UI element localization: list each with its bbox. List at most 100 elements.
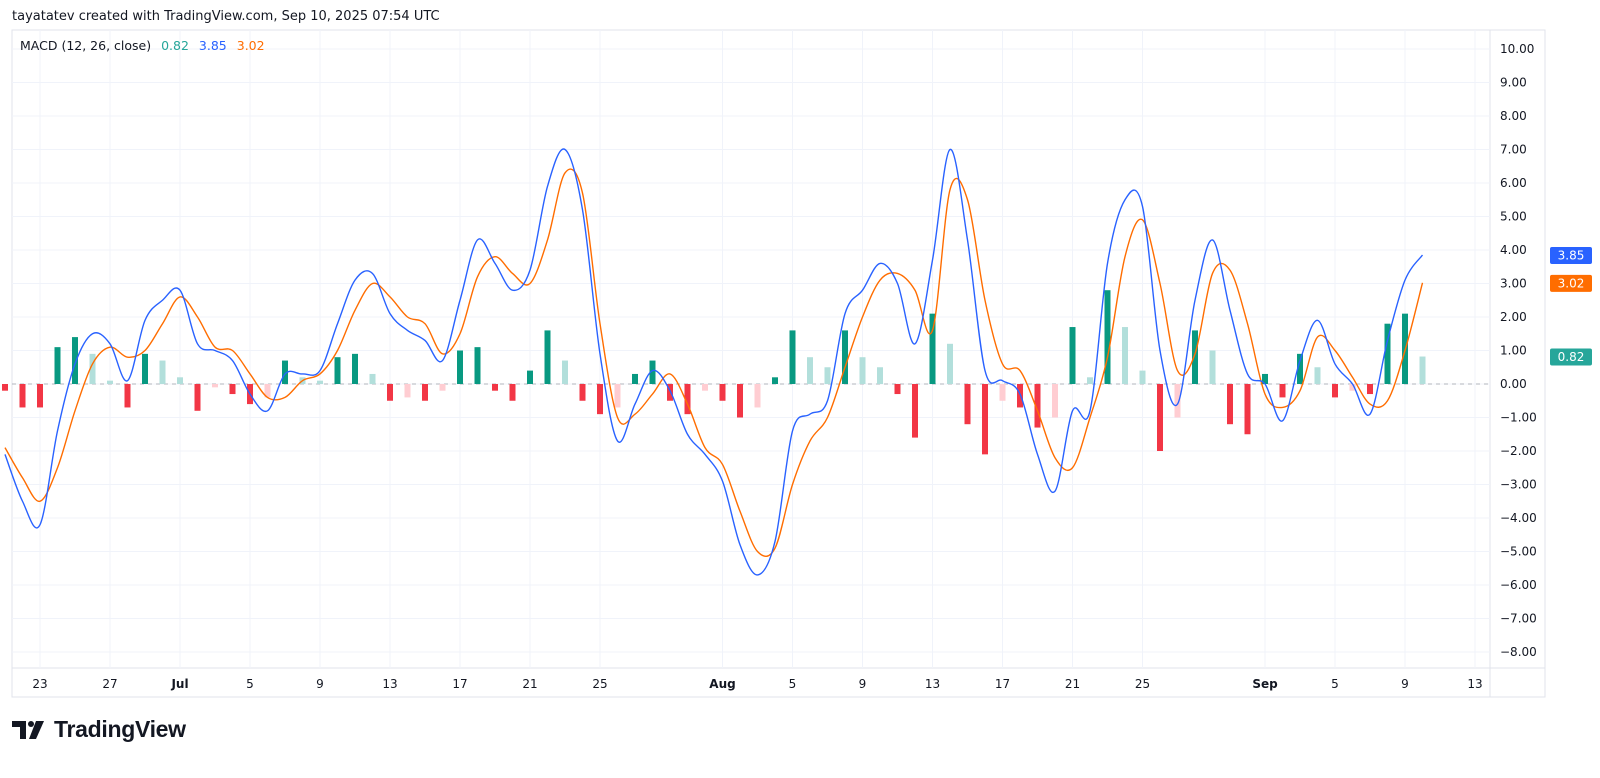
y-tick-label: 9.00	[1500, 76, 1527, 90]
histogram-bar	[737, 384, 743, 418]
histogram-bar	[632, 373, 638, 384]
y-tick-label: 8.00	[1500, 109, 1527, 123]
histogram-bar	[334, 357, 341, 384]
lines	[4, 148, 1424, 576]
histogram-bar	[614, 384, 621, 408]
histogram-bar	[1367, 384, 1373, 395]
y-tick-label: −4.00	[1500, 511, 1537, 525]
histogram-bar	[1122, 327, 1128, 384]
y-tick-label: −5.00	[1500, 545, 1537, 559]
histogram-bar	[1419, 356, 1426, 384]
x-tick-label: Jul	[170, 677, 188, 691]
histogram-bar	[107, 380, 113, 384]
grid	[11, 29, 1546, 698]
histogram-bar	[72, 337, 78, 384]
histogram-bar	[667, 384, 673, 401]
histogram-bar	[1244, 384, 1251, 435]
histogram-bar	[19, 384, 26, 408]
logo-text: TradingView	[54, 716, 186, 742]
x-tick-label: 5	[1331, 677, 1339, 691]
histogram-bar	[177, 377, 183, 384]
histogram-bar	[457, 350, 463, 384]
histogram-bar	[1069, 327, 1076, 384]
histogram-bar	[684, 384, 691, 415]
histogram-bar	[527, 370, 533, 384]
x-tick-label: 9	[1401, 677, 1409, 691]
last-value-badges: 3.85 3.02 0.82	[1550, 247, 1592, 366]
histogram-bar	[439, 384, 446, 391]
histogram-bar	[1349, 384, 1356, 391]
histogram-bar	[37, 384, 43, 408]
x-tick-label: 21	[1065, 677, 1080, 691]
histogram-bar	[894, 384, 901, 395]
histogram-bar	[964, 384, 971, 425]
histogram-bar	[89, 353, 96, 384]
histogram-bar	[1087, 377, 1093, 384]
histogram-bar	[702, 384, 708, 391]
histogram-bar	[142, 353, 148, 384]
histogram-bar	[282, 360, 288, 384]
tradingview-logo-icon	[12, 720, 44, 739]
histogram-bar	[1052, 384, 1058, 418]
histogram-bar	[1139, 370, 1146, 384]
y-tick-label: −7.00	[1500, 612, 1537, 626]
y-tick-label: −2.00	[1500, 444, 1537, 458]
y-tick-label: −8.00	[1500, 645, 1537, 659]
histogram-bar	[474, 347, 481, 384]
histogram-value: 0.82	[161, 38, 189, 53]
histogram-bar	[387, 384, 393, 401]
histogram-bar	[579, 384, 586, 401]
x-tick-label: 13	[1467, 677, 1482, 691]
histogram-bar	[982, 384, 988, 455]
histogram-bar	[54, 347, 61, 384]
histogram-bar	[929, 313, 936, 384]
histogram-bar	[1174, 384, 1181, 418]
histogram-bar	[999, 384, 1006, 401]
x-tick-label: 17	[995, 677, 1010, 691]
chart-frame	[11, 29, 1546, 698]
macd-value: 3.85	[198, 38, 227, 53]
histogram-bar	[159, 360, 166, 384]
indicator-legend[interactable]: MACD (12, 26, close) 0.82 3.85 3.02	[20, 38, 271, 53]
signal-value: 3.02	[236, 38, 265, 53]
tradingview-logo[interactable]: TradingView	[12, 716, 186, 743]
histogram-bar	[422, 384, 428, 401]
histogram-bar	[842, 330, 848, 384]
histogram-bar	[212, 384, 218, 388]
histogram-bar	[2, 384, 8, 391]
histogram-bar	[562, 360, 568, 384]
x-tick-label: 13	[925, 677, 940, 691]
last-value-text: 0.82	[1558, 350, 1585, 364]
indicator-title: MACD (12, 26, close)	[20, 38, 152, 53]
y-tick-label: 1.00	[1500, 344, 1527, 358]
histogram-bar	[352, 353, 358, 384]
x-tick-label: 5	[246, 677, 254, 691]
last-value-text: 3.02	[1558, 276, 1585, 290]
macd-chart[interactable]: 10.00 9.00 8.00 7.00 6.00 5.00 4.00 3.00 2.00 1.0…	[0, 0, 1600, 710]
histogram-bar	[877, 367, 883, 384]
histogram-bar	[649, 360, 656, 384]
histogram-bar	[404, 384, 411, 398]
x-tick-label: Aug	[709, 677, 735, 691]
x-tick-label: 9	[859, 677, 867, 691]
histogram-bar	[1314, 367, 1321, 384]
histogram-bar	[719, 384, 726, 401]
histogram-bar	[1209, 350, 1216, 384]
histogram-bar	[317, 380, 323, 384]
y-tick-label: 5.00	[1500, 210, 1527, 224]
y-tick-label: 7.00	[1500, 143, 1527, 157]
histogram-bar	[1297, 353, 1303, 384]
x-tick-label: 23	[32, 677, 47, 691]
y-tick-label: 0.00	[1500, 377, 1527, 391]
x-tick-label: 9	[316, 677, 324, 691]
y-tick-label: 6.00	[1500, 176, 1527, 190]
x-tick-label: 13	[382, 677, 397, 691]
y-tick-label: −1.00	[1500, 411, 1537, 425]
histogram-bar	[1192, 330, 1198, 384]
x-tick-label: Sep	[1252, 677, 1278, 691]
histogram-bar	[824, 367, 831, 384]
price-axis: 10.00 9.00 8.00 7.00 6.00 5.00 4.00 3.00 2.00 1.0…	[1500, 42, 1537, 659]
histogram-bar	[859, 357, 866, 384]
y-tick-label: 2.00	[1500, 310, 1527, 324]
y-tick-label: −6.00	[1500, 578, 1537, 592]
